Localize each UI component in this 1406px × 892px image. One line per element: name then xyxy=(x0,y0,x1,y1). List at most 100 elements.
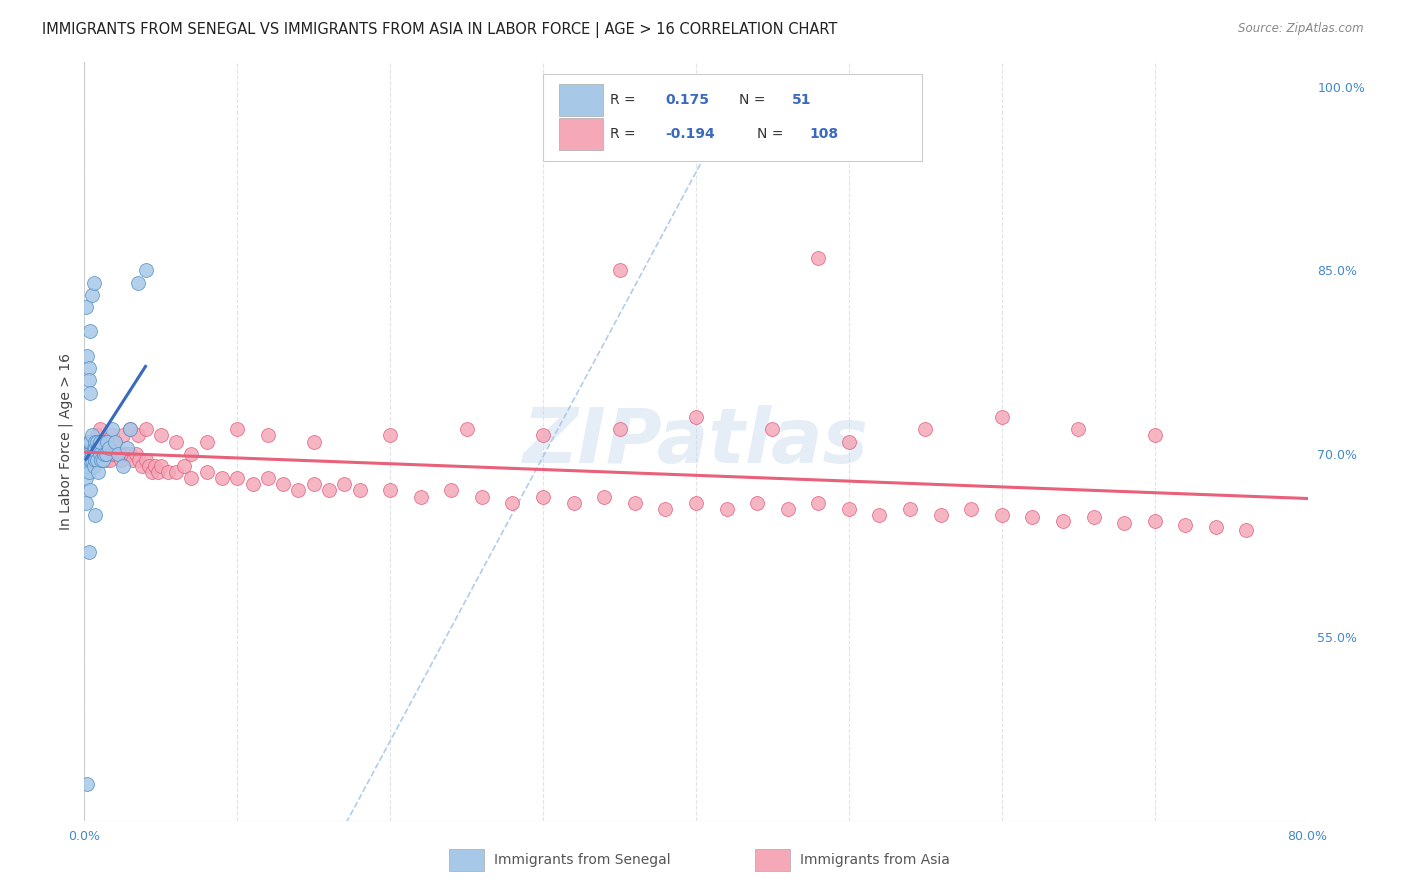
Point xyxy=(131,458,153,473)
Point xyxy=(93,447,115,461)
Point xyxy=(90,453,112,467)
Point xyxy=(716,501,738,516)
Point xyxy=(84,434,107,449)
Point xyxy=(1143,514,1166,528)
Point xyxy=(165,434,187,449)
Point xyxy=(103,434,125,449)
Point xyxy=(1114,516,1136,531)
FancyBboxPatch shape xyxy=(449,849,484,871)
Point xyxy=(94,447,117,461)
Text: 51: 51 xyxy=(792,93,811,106)
Point xyxy=(991,508,1014,522)
Point xyxy=(747,496,769,510)
Text: 0.175: 0.175 xyxy=(665,93,710,106)
Point xyxy=(77,465,100,479)
Point xyxy=(97,447,120,461)
Point xyxy=(104,447,127,461)
Point xyxy=(380,428,402,442)
Point xyxy=(122,453,145,467)
Point xyxy=(77,373,100,387)
Point xyxy=(94,453,117,467)
Point xyxy=(562,496,585,510)
Point xyxy=(86,453,108,467)
Text: Immigrants from Senegal: Immigrants from Senegal xyxy=(494,853,671,867)
Point xyxy=(80,447,103,461)
Text: Immigrants from Asia: Immigrants from Asia xyxy=(800,853,950,867)
Point xyxy=(77,447,100,461)
Point xyxy=(654,501,676,516)
Point xyxy=(195,434,218,449)
Point xyxy=(79,385,101,400)
Point xyxy=(115,447,138,461)
Point xyxy=(110,453,132,467)
Y-axis label: In Labor Force | Age > 16: In Labor Force | Age > 16 xyxy=(59,353,73,530)
Point xyxy=(120,422,142,436)
Point xyxy=(531,428,554,442)
Point xyxy=(141,465,163,479)
Point xyxy=(409,490,432,504)
Point xyxy=(77,544,100,558)
Point xyxy=(257,428,280,442)
Point xyxy=(380,483,402,498)
Point xyxy=(180,471,202,485)
Point xyxy=(609,422,631,436)
Point xyxy=(1067,422,1090,436)
Point xyxy=(89,453,111,467)
Point xyxy=(83,276,105,290)
Point xyxy=(502,496,524,510)
Point xyxy=(1083,510,1105,524)
Point xyxy=(143,458,166,473)
Point xyxy=(838,434,860,449)
Point xyxy=(1143,428,1166,442)
Text: R =: R = xyxy=(610,93,640,106)
Text: R =: R = xyxy=(610,127,640,141)
Point xyxy=(96,434,118,449)
Point xyxy=(101,428,124,442)
Point xyxy=(84,453,107,467)
Point xyxy=(80,453,103,467)
Point xyxy=(149,428,172,442)
Point xyxy=(211,471,233,485)
Point xyxy=(302,434,325,449)
Point xyxy=(149,458,172,473)
Point xyxy=(80,434,103,449)
Point xyxy=(898,501,921,516)
Point xyxy=(807,496,830,510)
Point xyxy=(135,422,157,436)
Point xyxy=(107,447,129,461)
Point xyxy=(77,361,100,376)
Point xyxy=(271,477,294,491)
Point xyxy=(86,434,108,449)
Point xyxy=(1052,514,1074,528)
Point xyxy=(456,422,478,436)
Point xyxy=(531,490,554,504)
Point xyxy=(111,428,134,442)
Point xyxy=(76,349,98,363)
Point xyxy=(685,496,707,510)
Text: N =: N = xyxy=(738,93,769,106)
Point xyxy=(90,447,112,461)
Text: 108: 108 xyxy=(810,127,839,141)
Point xyxy=(98,453,121,467)
Point xyxy=(593,490,616,504)
Point xyxy=(869,508,891,522)
Point xyxy=(318,483,340,498)
Point xyxy=(86,447,108,461)
Point xyxy=(96,434,118,449)
Point xyxy=(333,477,356,491)
Point xyxy=(86,441,108,455)
Point xyxy=(87,465,110,479)
Point xyxy=(138,458,160,473)
Point xyxy=(115,441,138,455)
Point xyxy=(838,501,860,516)
Point xyxy=(226,471,249,485)
Point xyxy=(127,276,149,290)
Point xyxy=(83,441,105,455)
Point xyxy=(80,287,103,301)
Point xyxy=(91,441,114,455)
Point xyxy=(83,447,105,461)
Point xyxy=(83,458,105,473)
Point xyxy=(471,490,494,504)
Point xyxy=(89,447,111,461)
Point xyxy=(1021,510,1043,524)
